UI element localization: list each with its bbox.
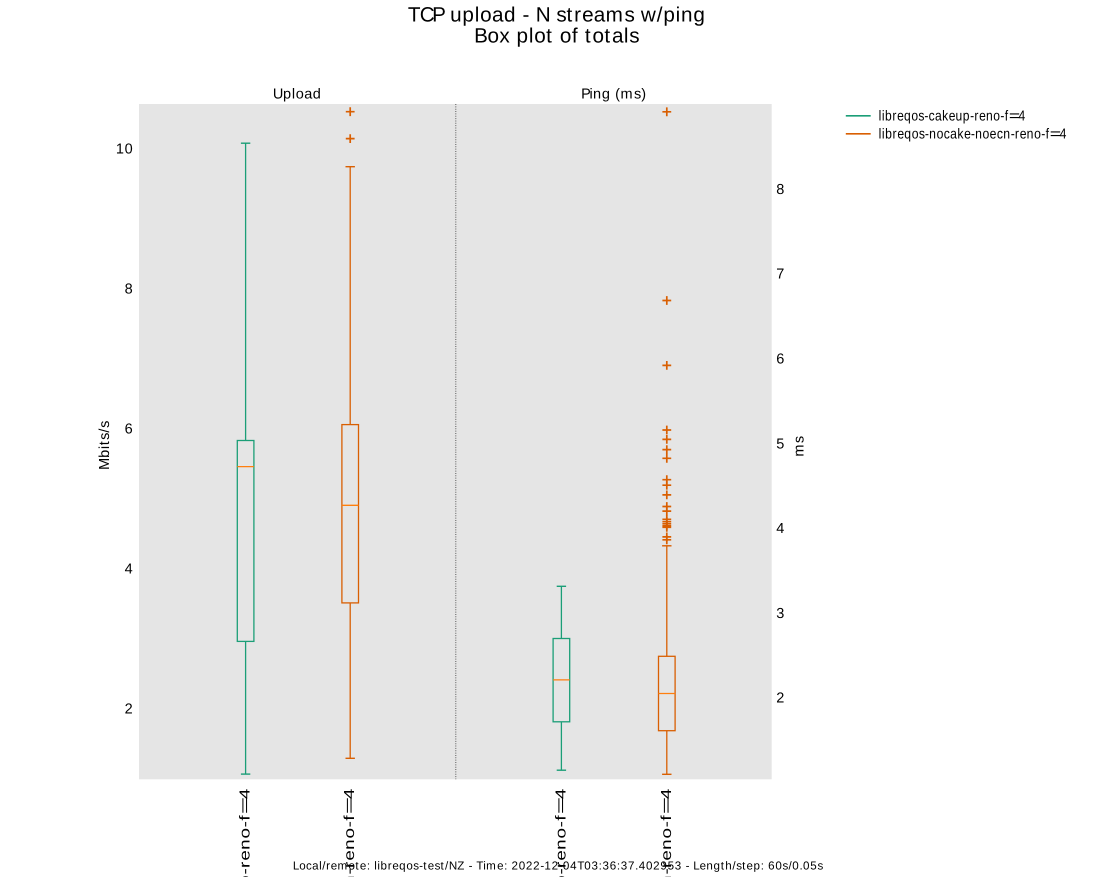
- svg-text:libreqos-nocake-noecn-reno-f=4: libreqos-nocake-noecn-reno-f=4: [659, 789, 675, 877]
- svg-text:6: 6: [776, 351, 784, 367]
- svg-text:Upload: Upload: [273, 86, 321, 102]
- svg-text:4: 4: [125, 562, 133, 578]
- svg-text:6: 6: [125, 421, 133, 437]
- svg-text:4: 4: [776, 521, 784, 537]
- svg-text:8: 8: [776, 182, 784, 198]
- svg-text:TCP upload - N streams w/ping: TCP upload - N streams w/ping: [408, 4, 705, 27]
- svg-text:Mbits/s: Mbits/s: [97, 421, 113, 470]
- svg-text:Box plot of totals: Box plot of totals: [474, 25, 639, 48]
- svg-text:libreqos-nocake-noecn-reno-f=4: libreqos-nocake-noecn-reno-f=4: [342, 789, 358, 877]
- svg-text:2: 2: [776, 691, 784, 707]
- svg-text:libreqos-cakeup-reno-f=4: libreqos-cakeup-reno-f=4: [238, 789, 254, 877]
- svg-text:3: 3: [776, 606, 784, 622]
- svg-text:Ping (ms): Ping (ms): [581, 86, 646, 102]
- svg-text:8: 8: [125, 281, 133, 297]
- svg-text:5: 5: [776, 436, 784, 452]
- svg-text:2: 2: [125, 702, 133, 718]
- svg-text:Local/remote: libreqos-test/NZ: Local/remote: libreqos-test/NZ - Time: 2…: [293, 859, 824, 872]
- svg-text:ms: ms: [792, 436, 808, 457]
- svg-text:libreqos-nocake-noecn-reno-f=4: libreqos-nocake-noecn-reno-f=4: [879, 126, 1067, 142]
- svg-text:7: 7: [776, 267, 784, 283]
- svg-text:10: 10: [116, 141, 133, 157]
- svg-text:libreqos-cakeup-reno-f=4: libreqos-cakeup-reno-f=4: [553, 789, 569, 877]
- svg-text:libreqos-cakeup-reno-f=4: libreqos-cakeup-reno-f=4: [879, 108, 1026, 124]
